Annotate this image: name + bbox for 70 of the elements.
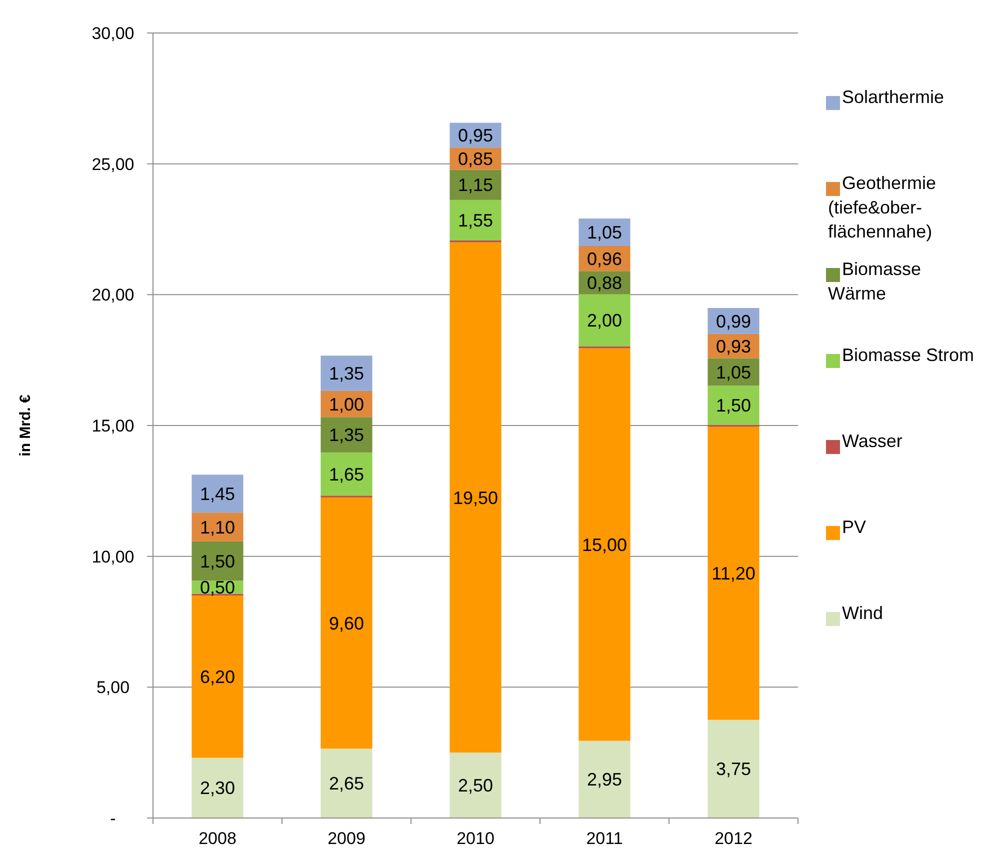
data-label: 2,65 — [328, 774, 364, 794]
x-tick-label: 2008 — [198, 829, 236, 848]
bar — [450, 752, 502, 818]
legend-label: Wind — [842, 603, 884, 623]
bar — [578, 740, 630, 818]
bar — [708, 720, 760, 818]
bar — [578, 348, 630, 741]
bar — [320, 748, 372, 818]
bar — [192, 596, 244, 758]
data-label: 1,00 — [328, 394, 364, 414]
legend-label: Biomasse Wärme — [828, 259, 922, 304]
bar — [192, 541, 244, 581]
data-label: 0,50 — [200, 578, 236, 598]
legend-label: Solarthermie — [842, 87, 944, 107]
data-label: 1,50 — [716, 396, 752, 416]
data-label: 0,93 — [716, 336, 752, 356]
legend-label: Biomasse Strom — [842, 345, 974, 365]
bar — [320, 497, 372, 749]
bar — [192, 512, 244, 542]
bar — [708, 386, 760, 425]
bar — [320, 356, 372, 391]
bar — [192, 474, 244, 513]
bar — [578, 294, 630, 346]
bar — [450, 200, 502, 240]
data-label: 0,88 — [586, 272, 622, 293]
y-tick-label: 30,00 — [92, 24, 134, 43]
bar — [708, 426, 760, 720]
y-tick-label: 20,00 — [92, 286, 134, 305]
data-label: 1,55 — [458, 210, 494, 231]
bar — [320, 452, 372, 496]
y-tick-label: - — [110, 808, 116, 828]
y-tick-label: 10,00 — [92, 547, 134, 566]
legend-label: Wasser — [842, 431, 902, 451]
data-label: 1,35 — [328, 425, 364, 446]
data-label: 0,96 — [586, 248, 622, 269]
data-label: 1,10 — [200, 517, 236, 538]
data-label: 0,99 — [716, 311, 752, 332]
data-label: 0,85 — [458, 149, 494, 170]
data-label: 19,50 — [452, 488, 498, 508]
x-tick-label: 2012 — [714, 829, 752, 848]
y-tick-label: 15,00 — [92, 416, 134, 436]
y-tick-label: 25,00 — [92, 154, 134, 174]
bar — [192, 758, 244, 818]
bar — [450, 170, 502, 200]
data-label: 1,35 — [328, 364, 364, 384]
y-tick-label: 5,00 — [96, 678, 130, 698]
data-label: 2,50 — [458, 776, 494, 796]
x-tick-label: 2010 — [456, 829, 494, 848]
y-axis-title: in Mrd. € — [17, 394, 34, 456]
data-label: 1,15 — [458, 175, 494, 196]
legend-label: PV — [842, 517, 866, 537]
data-label: 1,50 — [200, 551, 236, 572]
legend-label: Geothermie (tiefe&ober- flächennahe) — [828, 173, 936, 242]
x-tick-label: 2011 — [586, 829, 623, 848]
x-tick-label: 2009 — [328, 829, 366, 848]
data-label: 6,20 — [200, 667, 236, 687]
data-label: 0,95 — [458, 125, 494, 146]
bar — [320, 417, 372, 452]
data-label: 1,65 — [328, 464, 364, 484]
data-label: 2,30 — [200, 778, 236, 798]
data-label: 3,75 — [716, 759, 752, 780]
data-label: 1,05 — [586, 222, 622, 243]
data-label: 1,45 — [200, 484, 236, 504]
data-label: 2,95 — [586, 770, 622, 790]
data-label: 1,05 — [716, 362, 752, 382]
data-label: 2,00 — [586, 310, 622, 331]
data-label: 9,60 — [328, 613, 364, 634]
data-label: 11,20 — [712, 564, 756, 584]
bar — [450, 242, 502, 753]
data-label: 15,00 — [582, 534, 628, 555]
